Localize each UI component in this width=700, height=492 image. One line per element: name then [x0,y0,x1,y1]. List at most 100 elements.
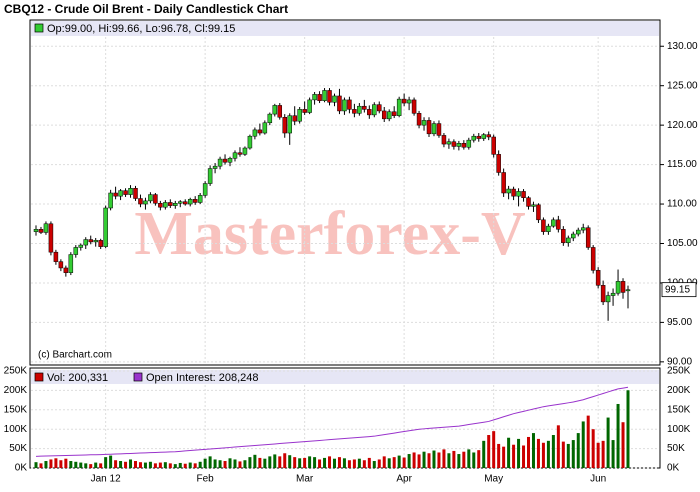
volume-bar [482,440,486,468]
candle-body [411,99,417,114]
volume-bar [412,452,416,468]
x-tick-label: Apr [396,474,412,485]
candle-body [163,202,168,208]
candle-body [98,240,103,247]
volume-bar [124,461,128,468]
candle-body [287,115,292,134]
volume-bar [153,463,157,468]
y-tick-label: 200K [667,385,691,396]
legend-swatch [133,372,143,382]
volume-bar [467,449,471,468]
volume-bar [193,463,197,468]
candle-body [247,135,253,149]
volume-bar [173,464,177,468]
volume-bar [432,450,436,468]
candle-body [332,95,337,103]
candle-body [461,143,467,148]
volume-bar [238,461,242,468]
last-price-box [661,282,697,298]
volume-bar [263,458,267,468]
candle-body [536,204,541,221]
volume-bar [427,453,431,468]
candle-body [173,203,178,206]
volume-bar [283,453,287,468]
volume-bar [129,459,133,468]
volume-bar [472,452,476,468]
volume-bar [447,453,451,468]
volume-bar [183,463,187,468]
candle-body [68,254,74,273]
candle-body [561,229,566,243]
candle-body [108,192,113,209]
candle-body [138,198,143,205]
volume-bar [352,459,356,468]
volume-bar [223,461,227,468]
volume-bar [362,460,366,468]
volume-bar [148,461,152,468]
volume-bar [527,436,531,468]
volume-bar [143,462,147,468]
y-tick-label: 150K [4,404,28,415]
candle-body [431,123,437,135]
y-tick-label: 0K [15,463,28,474]
candle-body [33,229,39,232]
volume-bar [213,459,217,468]
x-tick-label: Jan 12 [91,474,121,485]
candle-body [197,195,203,203]
candle-body [377,104,382,112]
candle-body [302,109,307,113]
candle-body [367,109,372,116]
candle-body [38,229,44,233]
candle-body [257,129,263,134]
last-price-label: 99.15 [665,284,690,295]
candle-body [446,141,452,145]
candle-body [272,105,278,115]
candle-body [590,247,596,271]
candle-body [93,240,98,243]
candle-body [232,152,238,159]
volume-bar [452,450,456,468]
volume-bar [293,457,297,468]
candle-body [128,188,133,195]
legend-label: Open Interest: 208,248 [146,372,259,384]
volume-bar [89,464,93,468]
candle-body [103,207,108,247]
candle-body [471,135,477,141]
candle-body [187,199,193,205]
candle-body [53,251,59,262]
candle-body [521,191,526,198]
x-tick-label: Mar [296,474,314,485]
volume-bar [561,441,565,468]
volume-bar [138,462,142,468]
volume-bar [34,462,38,468]
candle-body [486,134,491,138]
candle-body [501,172,506,194]
candle-body [451,141,457,147]
candle-body [456,143,462,147]
y-tick-label: 200K [4,385,28,396]
volume-legend-strip [31,370,659,384]
volume-bar [402,457,406,468]
candle-body [73,247,79,255]
legend-swatch [34,372,44,382]
y-tick-label: 100K [4,424,28,435]
candle-body [600,285,606,303]
volume-bar [457,454,461,468]
candle-body [416,113,422,126]
candle-body [436,123,442,136]
volume-bar [203,458,207,468]
volume-bar [487,435,491,468]
volume-bar [517,438,521,468]
volume-bar [114,460,118,468]
candle-body [327,90,332,103]
candle-body [357,105,362,114]
volume-bar [308,456,312,468]
candle-body [491,136,496,155]
candle-body [406,99,412,104]
candle-body [237,152,243,155]
y-tick-label: 110.00 [667,199,697,210]
candle-body [352,109,357,114]
volume-bar [313,457,317,468]
candle-body [262,122,268,134]
y-tick-label: 250K [667,366,691,377]
